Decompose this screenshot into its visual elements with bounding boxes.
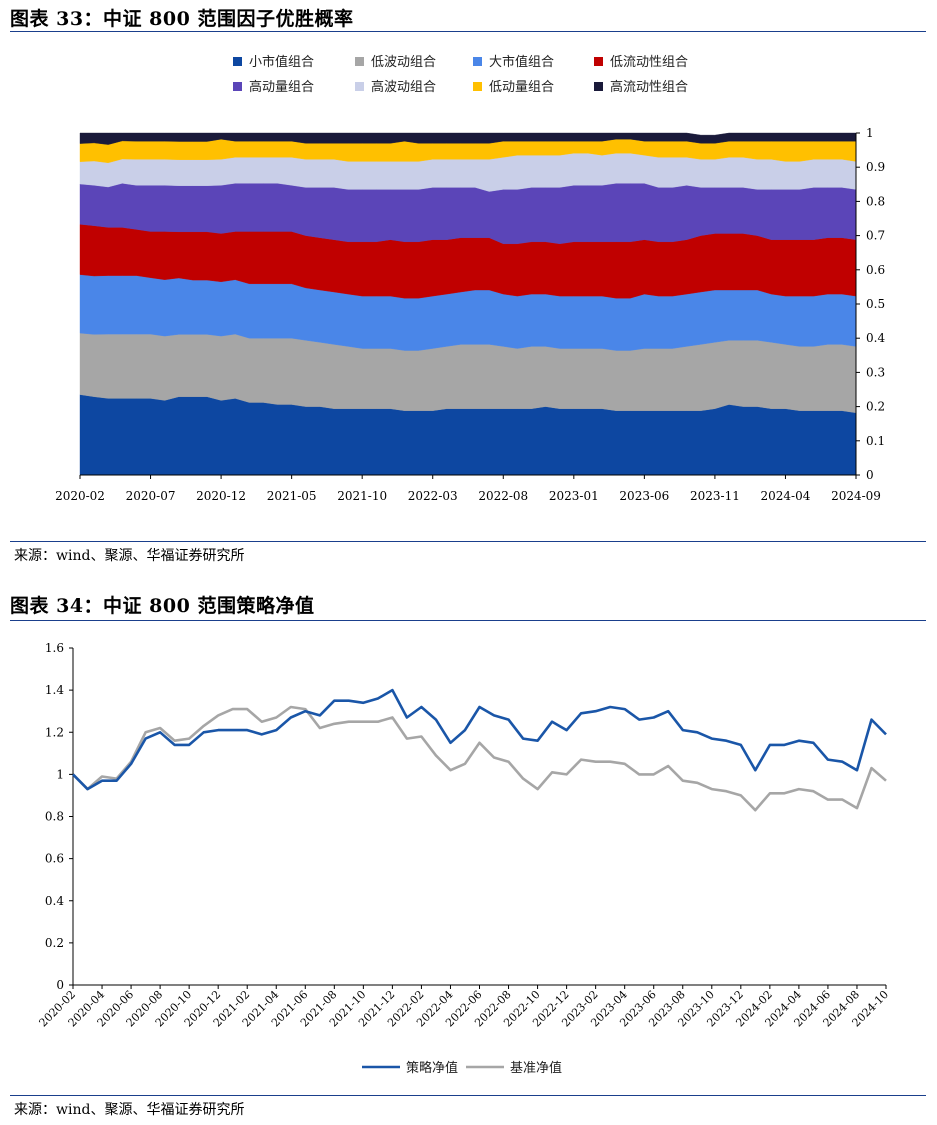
legend-label: 基准净值 — [510, 1060, 562, 1076]
figure-34-bottom-rule — [10, 1095, 926, 1096]
y-tick-label: 1.4 — [45, 683, 64, 697]
y-tick-label: 0.8 — [45, 810, 64, 824]
legend-swatch — [473, 57, 482, 66]
y-tick-label: 1.6 — [45, 641, 64, 655]
legend-label: 低流动性组合 — [610, 55, 688, 70]
legend-swatch — [355, 82, 364, 91]
y-tick-label: 0.2 — [45, 936, 64, 950]
legend-swatch — [233, 57, 242, 66]
x-tick-label: 2020-02 — [55, 489, 105, 503]
line-series — [72, 705, 887, 812]
legend-swatch — [594, 57, 603, 66]
figure-34-source: 来源：wind、聚源、华福证券研究所 — [14, 1102, 245, 1118]
figure-33-title: 图表 33：中证 800 范围因子优胜概率 — [10, 8, 354, 30]
figure-34-title: 图表 34：中证 800 范围策略净值 — [10, 595, 315, 617]
x-tick-label: 2023-01 — [549, 489, 599, 503]
legend-label: 小市值组合 — [249, 54, 314, 70]
figure-33-top-rule — [10, 31, 926, 32]
y-tick-label: 0.3 — [866, 365, 885, 379]
legend-label: 高波动组合 — [371, 79, 436, 95]
x-tick-label: 2020-12 — [196, 489, 246, 503]
y-tick-label: 0.4 — [45, 894, 64, 908]
legend-label: 大市值组合 — [489, 54, 554, 70]
y-tick-label: 0.4 — [866, 331, 885, 345]
legend-label: 高动量组合 — [249, 79, 314, 95]
line-series — [72, 688, 887, 791]
figure-34-top-rule — [10, 620, 926, 621]
figure-33-source: 来源：wind、聚源、华福证券研究所 — [14, 548, 245, 564]
x-tick-label: 2023-11 — [690, 489, 740, 503]
legend-swatch — [233, 82, 242, 91]
x-tick-label: 2020-07 — [126, 489, 176, 503]
legend-label: 低动量组合 — [489, 80, 554, 95]
legend-swatch — [594, 82, 603, 91]
y-tick-label: 0.1 — [866, 434, 885, 448]
x-tick-label: 2022-03 — [408, 489, 458, 503]
y-tick-label: 0 — [866, 468, 874, 482]
legend-label: 策略净值 — [406, 1060, 458, 1076]
x-tick-label: 2024-04 — [761, 489, 811, 503]
x-tick-label: 2022-08 — [478, 489, 528, 503]
x-tick-label: 2021-10 — [337, 489, 387, 503]
x-tick-label: 2021-05 — [267, 489, 317, 503]
y-tick-label: 0.5 — [866, 297, 885, 311]
y-tick-label: 0 — [56, 978, 64, 992]
legend-label: 低波动组合 — [371, 55, 436, 70]
y-tick-label: 1 — [866, 126, 874, 140]
legend-swatch — [355, 57, 364, 66]
y-tick-label: 1 — [56, 767, 64, 781]
y-tick-label: 0.2 — [866, 400, 885, 414]
legend-swatch — [473, 82, 482, 91]
y-tick-label: 1.2 — [45, 725, 64, 739]
figure-33-bottom-rule — [10, 541, 926, 542]
y-tick-label: 0.7 — [866, 229, 885, 243]
x-tick-label: 2023-06 — [619, 489, 669, 503]
legend-label: 高流动性组合 — [610, 79, 688, 95]
y-tick-label: 0.6 — [45, 852, 64, 866]
y-tick-label: 0.9 — [866, 160, 885, 174]
x-tick-label: 2024-09 — [831, 489, 881, 503]
y-tick-label: 0.8 — [866, 194, 885, 208]
y-tick-label: 0.6 — [866, 263, 885, 277]
